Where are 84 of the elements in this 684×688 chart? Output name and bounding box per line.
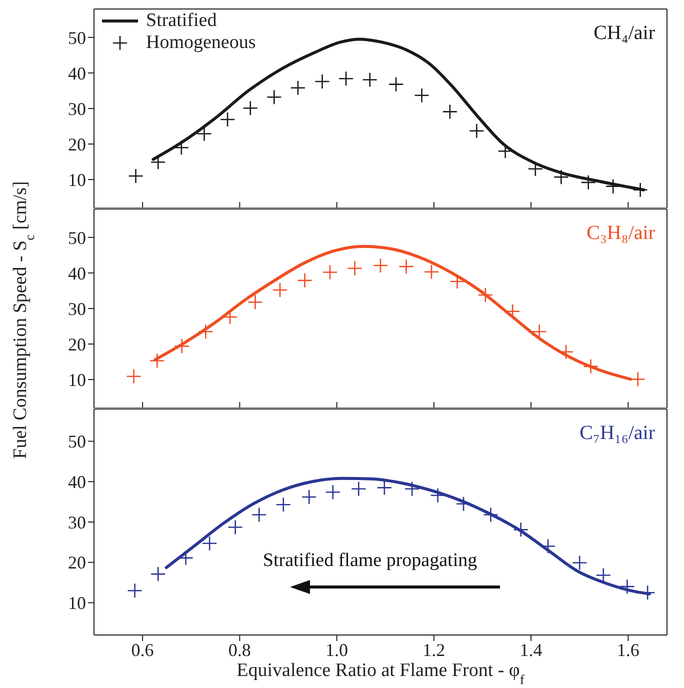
point [478, 287, 494, 303]
point [630, 372, 646, 387]
text: C₇H₁₆/air [580, 422, 656, 444]
x-tick-label: 1.0 [326, 640, 348, 660]
point [198, 324, 214, 340]
point [174, 338, 190, 354]
point [605, 178, 621, 194]
point [222, 309, 238, 325]
x-tick-label: 1.6 [616, 640, 640, 660]
point [572, 555, 588, 570]
point [251, 507, 267, 522]
line-series [164, 476, 652, 596]
point [528, 161, 544, 177]
point [424, 264, 440, 280]
text: C₃H₈/air [586, 222, 656, 244]
x-tick-label: 1.2 [422, 640, 446, 660]
y-tick-label: 50 [68, 432, 86, 452]
y-tick-label: 20 [68, 334, 86, 354]
point [290, 80, 306, 96]
y-tick-label: 40 [68, 472, 86, 492]
point [513, 522, 528, 538]
point [404, 481, 420, 497]
y-tick-label: 20 [68, 552, 86, 573]
point [150, 154, 166, 170]
point [580, 174, 596, 190]
x-axis-title: Equivalence Ratio at Flame Front - φ$_{f}$ [236, 660, 525, 686]
annotation: Stratified flame propagating [262, 550, 478, 571]
y-tick-label: 40 [68, 263, 86, 284]
y-tick-label: 30 [68, 98, 86, 119]
y-tick-label: 10 [68, 593, 86, 614]
point [468, 123, 484, 139]
legend-label: Stratified [146, 10, 217, 32]
point [338, 71, 354, 86]
point [276, 496, 292, 512]
point [178, 550, 194, 566]
point [127, 582, 142, 598]
y-tick-label: 40 [68, 63, 86, 84]
point [498, 143, 513, 159]
point [430, 488, 446, 504]
point [272, 282, 288, 298]
point [196, 126, 212, 142]
point [248, 294, 263, 310]
point [297, 272, 312, 288]
y-tick-label: 10 [68, 370, 86, 390]
point [483, 507, 498, 522]
point [266, 89, 282, 105]
point [242, 100, 258, 116]
point [362, 72, 378, 88]
point [351, 481, 366, 497]
y-tick-label: 20 [68, 134, 86, 154]
text: CH₄/air [594, 22, 656, 44]
point [398, 258, 414, 274]
point [202, 536, 218, 552]
point [174, 140, 190, 156]
y-tick-label: 30 [68, 298, 86, 319]
point [126, 368, 142, 384]
point [583, 358, 598, 374]
point [414, 88, 430, 103]
point [596, 568, 612, 583]
point [442, 104, 458, 120]
point [314, 74, 330, 90]
point [620, 578, 635, 594]
y-tick-label: 50 [68, 228, 86, 248]
x-tick-label: 1.4 [520, 640, 542, 660]
point [372, 258, 388, 274]
point [553, 169, 569, 185]
point [322, 264, 338, 280]
y-tick-label: 30 [68, 512, 86, 532]
point [376, 480, 392, 496]
point [228, 520, 243, 535]
point [149, 353, 165, 368]
point [325, 484, 341, 500]
y-tick-label: 10 [68, 170, 86, 190]
legend-label: Homogeneous [146, 32, 256, 54]
x-tick-label: 0.6 [131, 640, 154, 660]
point [150, 566, 166, 582]
y-tick-label: 50 [68, 28, 86, 48]
point [128, 168, 144, 184]
x-tick-label: 0.8 [228, 640, 251, 660]
point [220, 112, 236, 128]
point [450, 274, 465, 290]
point [347, 260, 362, 276]
point [388, 76, 404, 92]
point [301, 489, 317, 505]
